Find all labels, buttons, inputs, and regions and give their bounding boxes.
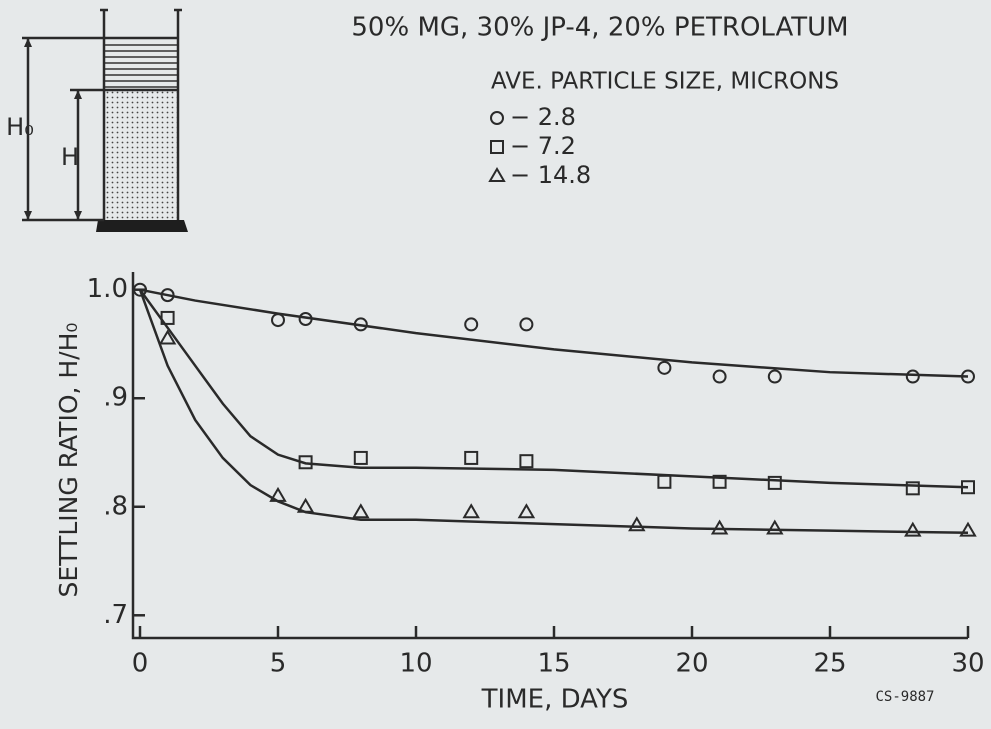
data-point — [959, 521, 977, 537]
data-point — [464, 450, 479, 465]
fit-curve — [138, 288, 969, 489]
data-point — [298, 312, 313, 327]
data-point — [712, 474, 727, 489]
data-point — [657, 360, 672, 375]
liquid-hatch — [104, 44, 178, 88]
chart-title: 50% MG, 30% JP-4, 20% PETROLATUM — [351, 13, 848, 43]
x-tick-label: 15 — [537, 649, 570, 679]
data-point — [133, 282, 147, 297]
legend-label: − 2.8 — [510, 103, 576, 131]
data-point — [271, 313, 285, 328]
sediment — [104, 90, 178, 220]
cylinder-diagram: H₀ H — [6, 8, 188, 232]
data-point — [464, 317, 479, 332]
data-point — [905, 369, 920, 384]
legend-label: − 7.2 — [510, 132, 576, 160]
data-point — [160, 310, 175, 325]
legend-label: − 14.8 — [510, 161, 591, 189]
dimension-label: H₀ — [6, 113, 34, 141]
annotation: CS-9887 — [875, 689, 934, 705]
x-tick-label: 0 — [132, 649, 149, 679]
dimension-lines — [22, 36, 104, 222]
data-point — [628, 516, 646, 532]
data-point — [353, 317, 368, 332]
fit-curve — [138, 289, 969, 535]
data-point — [298, 455, 313, 470]
data-point — [519, 454, 534, 469]
x-tick-label: 25 — [813, 649, 846, 679]
data-point — [353, 450, 368, 465]
x-tick-label: 20 — [675, 649, 708, 679]
data-point — [905, 481, 920, 496]
legend-title: AVE. PARTICLE SIZE, MICRONS — [491, 69, 839, 95]
dimension-label: H — [61, 143, 79, 171]
data-point — [462, 503, 480, 519]
legend-marker — [490, 111, 504, 125]
data-point — [269, 486, 287, 502]
y-tick-label: .7 — [103, 600, 128, 630]
data-point — [519, 317, 534, 332]
legend-marker — [488, 167, 506, 182]
data-point — [160, 288, 175, 303]
data-point — [766, 519, 784, 535]
x-tick-label: 10 — [399, 649, 432, 679]
data-point — [657, 474, 672, 489]
data-point — [904, 521, 922, 537]
data-point — [296, 497, 315, 513]
cylinder — [100, 8, 182, 220]
y-tick-label: .9 — [103, 383, 128, 413]
x-tick-label: 30 — [951, 649, 984, 679]
data-point — [517, 503, 536, 519]
axes — [131, 272, 968, 640]
data-point — [961, 369, 975, 384]
x-tick-label: 5 — [270, 649, 287, 679]
x-axis-label: TIME, DAYS — [481, 685, 629, 715]
cylinder-base — [96, 220, 188, 232]
data-point — [767, 475, 782, 490]
legend-marker — [490, 140, 504, 154]
y-tick-label: .8 — [103, 491, 128, 521]
fit-curve — [139, 288, 969, 378]
data-point — [710, 519, 729, 535]
data-point — [712, 369, 727, 384]
y-tick-label: 1.0 — [87, 274, 128, 304]
data-point — [767, 369, 782, 384]
y-axis-label: SETTLING RATIO, H/H₀ — [54, 323, 83, 598]
data-point — [352, 503, 370, 519]
data-point — [158, 329, 177, 345]
data-point — [961, 480, 975, 495]
